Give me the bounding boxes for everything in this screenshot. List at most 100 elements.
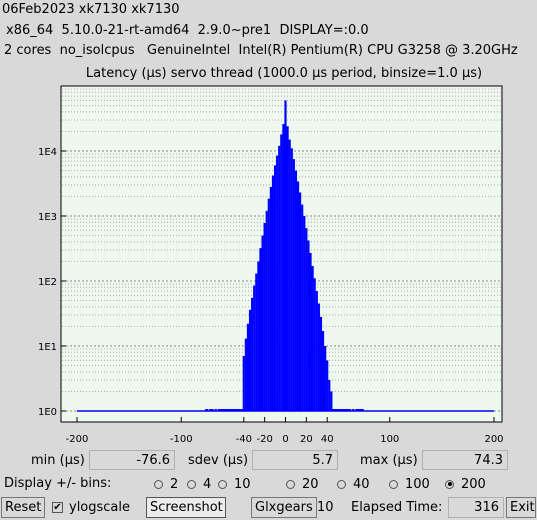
bins-option-label: 40 [353, 476, 370, 492]
histogram-bar [214, 409, 217, 411]
histogram-bar [321, 331, 325, 411]
bins-radio-100[interactable]: 100 [389, 476, 430, 492]
bins-radio-10[interactable]: 10 [218, 476, 251, 492]
bins-row: Display +/- bins: 2 4 10 20 40 100 200 [0, 474, 537, 494]
histogram-bar [328, 379, 331, 411]
ylogscale-checkbox[interactable]: ✔ ylogscale [52, 500, 130, 515]
y-tick-label: 1E3 [38, 212, 57, 223]
histogram-bar [305, 228, 308, 411]
bins-option-label: 10 [234, 476, 251, 492]
radio-circle-icon [187, 479, 196, 489]
histogram-bar [298, 192, 302, 411]
x-tick-label: 100 [380, 434, 399, 445]
histogram-bar [259, 248, 262, 411]
exit-button[interactable]: Exit [506, 497, 536, 518]
radio-circle-icon [445, 479, 454, 489]
histogram-bar [226, 409, 229, 411]
y-tick-label: 1E2 [38, 277, 57, 288]
histogram-bar [361, 409, 364, 411]
histogram-bar [313, 278, 316, 411]
histogram-bar [319, 316, 323, 411]
x-tick-label: -20 [256, 434, 272, 445]
histogram-bar [211, 409, 214, 411]
latency-histogram: Latency (µs) servo thread (1000.0 µs per… [0, 62, 537, 448]
bins-radio-40[interactable]: 40 [337, 476, 370, 492]
radio-circle-icon [337, 479, 346, 489]
histogram-bar [303, 216, 306, 411]
bins-option-label: 4 [203, 476, 212, 492]
bins-option-label: 200 [461, 476, 486, 492]
histogram-bar [349, 409, 352, 411]
chart-title: Latency (µs) servo thread (1000.0 µs per… [86, 66, 482, 81]
histogram-bar [282, 124, 285, 411]
histogram-bar [352, 409, 355, 411]
screenshot-button[interactable]: Screenshot [146, 497, 226, 518]
histogram-bar [228, 409, 231, 411]
x-tick-label: 20 [300, 434, 313, 445]
x-tick-label: -40 [236, 434, 252, 445]
histogram-bar [236, 409, 239, 411]
histogram-bar [255, 273, 258, 411]
glxgears-count: 10 [317, 500, 334, 515]
histogram-bar [221, 409, 225, 411]
histogram-bar [338, 409, 341, 411]
histogram-bar [290, 148, 293, 411]
radio-circle-icon [218, 479, 227, 489]
histogram-bar [336, 409, 339, 411]
radio-circle-icon [389, 479, 398, 489]
histogram-bar [355, 409, 358, 411]
y-tick-label: 1E4 [38, 147, 57, 158]
histogram-bar [219, 409, 222, 411]
bins-option-label: 20 [302, 476, 319, 492]
bins-option-label: 100 [405, 476, 430, 492]
histogram-bar [344, 409, 348, 411]
histogram-bar [294, 170, 298, 411]
histogram-bar [326, 360, 329, 411]
histogram-bar [232, 409, 235, 411]
histogram-bar [263, 223, 266, 411]
checkmark-icon: ✔ [52, 502, 63, 513]
histogram-bar [271, 175, 275, 411]
bins-option-label: 2 [170, 476, 179, 492]
y-tick-label: 1E1 [38, 342, 57, 353]
histogram-bar [276, 155, 279, 411]
min-label: min (µs) [31, 453, 85, 468]
header-date-host: 06Feb2023 xk7130 xk7130 [2, 2, 180, 17]
elapsed-value: 316 [448, 497, 504, 518]
x-tick-label: 0 [282, 434, 288, 445]
bins-radio-200[interactable]: 200 [445, 476, 486, 492]
histogram-bar [269, 186, 273, 411]
bins-radio-2[interactable]: 2 [154, 476, 178, 492]
histogram-bar [253, 285, 256, 411]
histogram-bar [223, 409, 227, 411]
histogram-bar [206, 409, 209, 411]
x-tick-label: 200 [484, 434, 503, 445]
histogram-bar [273, 165, 277, 411]
bottom-toolbar: Reset ✔ ylogscale Screenshot Glxgears 10… [0, 497, 537, 519]
histogram-bar [340, 409, 343, 411]
histogram-bar [346, 409, 350, 411]
radio-circle-icon [286, 479, 295, 489]
histogram-bar [265, 210, 268, 411]
max-label: max (µs) [360, 453, 418, 468]
histogram-bar [288, 139, 291, 411]
histogram-bar [359, 409, 362, 411]
reset-button[interactable]: Reset [1, 497, 46, 518]
histogram-bar [230, 409, 233, 411]
glxgears-button[interactable]: Glxgears [251, 497, 317, 518]
histogram-bar [248, 309, 252, 411]
bins-radio-4[interactable]: 4 [187, 476, 211, 492]
histogram-bar [342, 409, 345, 411]
histogram-bar [357, 409, 360, 411]
histogram-bar [280, 134, 283, 411]
histogram-bar [309, 252, 312, 411]
histogram-bar [238, 409, 241, 411]
histogram-bar [251, 297, 254, 411]
max-value: 74.3 [422, 450, 508, 470]
histogram-bar [332, 409, 335, 411]
histogram-bar [244, 338, 247, 411]
histogram-bar [209, 409, 212, 411]
histogram-bar [261, 235, 264, 411]
bins-radio-20[interactable]: 20 [286, 476, 319, 492]
histogram-bar [267, 198, 270, 411]
